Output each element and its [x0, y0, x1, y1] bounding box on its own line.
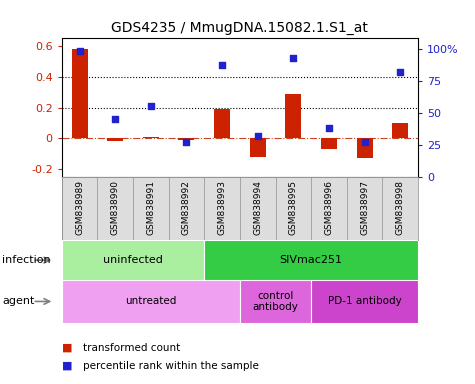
- Bar: [143, 137, 159, 138]
- Bar: [382, 177, 418, 240]
- Title: GDS4235 / MmugDNA.15082.1.S1_at: GDS4235 / MmugDNA.15082.1.S1_at: [112, 21, 368, 35]
- Text: GSM838995: GSM838995: [289, 180, 298, 235]
- Bar: [133, 177, 169, 240]
- Point: [182, 139, 190, 145]
- Bar: [311, 280, 418, 323]
- Text: GSM838993: GSM838993: [218, 180, 227, 235]
- Point: [396, 69, 404, 75]
- Point: [254, 132, 261, 139]
- Bar: [62, 240, 204, 280]
- Text: SIVmac251: SIVmac251: [280, 255, 342, 265]
- Bar: [97, 177, 133, 240]
- Text: GSM838991: GSM838991: [146, 180, 155, 235]
- Bar: [240, 177, 276, 240]
- Bar: [321, 138, 337, 149]
- Text: infection: infection: [2, 255, 51, 265]
- Text: ■: ■: [62, 361, 72, 371]
- Bar: [276, 177, 311, 240]
- Point: [218, 62, 226, 68]
- Text: control
antibody: control antibody: [253, 291, 298, 312]
- Point: [325, 125, 332, 131]
- Text: untreated: untreated: [125, 296, 177, 306]
- Bar: [392, 123, 408, 138]
- Bar: [72, 49, 87, 138]
- Text: agent: agent: [2, 296, 35, 306]
- Point: [361, 139, 369, 145]
- Text: transformed count: transformed count: [83, 343, 180, 353]
- Bar: [107, 138, 123, 141]
- Text: uninfected: uninfected: [103, 255, 163, 265]
- Bar: [62, 280, 240, 323]
- Text: GSM838998: GSM838998: [396, 180, 405, 235]
- Text: GSM838996: GSM838996: [324, 180, 333, 235]
- Bar: [204, 240, 418, 280]
- Bar: [285, 94, 301, 138]
- Bar: [357, 138, 372, 158]
- Point: [289, 55, 297, 61]
- Point: [76, 48, 84, 54]
- Bar: [169, 177, 204, 240]
- Bar: [347, 177, 382, 240]
- Bar: [62, 177, 97, 240]
- Bar: [311, 177, 347, 240]
- Bar: [204, 177, 240, 240]
- Text: PD-1 antibody: PD-1 antibody: [328, 296, 401, 306]
- Bar: [214, 109, 230, 138]
- Text: GSM838989: GSM838989: [75, 180, 84, 235]
- Bar: [240, 280, 311, 323]
- Text: GSM838992: GSM838992: [182, 180, 191, 235]
- Text: percentile rank within the sample: percentile rank within the sample: [83, 361, 259, 371]
- Text: GSM838997: GSM838997: [360, 180, 369, 235]
- Text: ■: ■: [62, 343, 72, 353]
- Bar: [250, 138, 266, 157]
- Point: [147, 103, 155, 109]
- Text: GSM838990: GSM838990: [111, 180, 120, 235]
- Text: GSM838994: GSM838994: [253, 180, 262, 235]
- Bar: [179, 138, 194, 140]
- Point: [111, 116, 119, 122]
